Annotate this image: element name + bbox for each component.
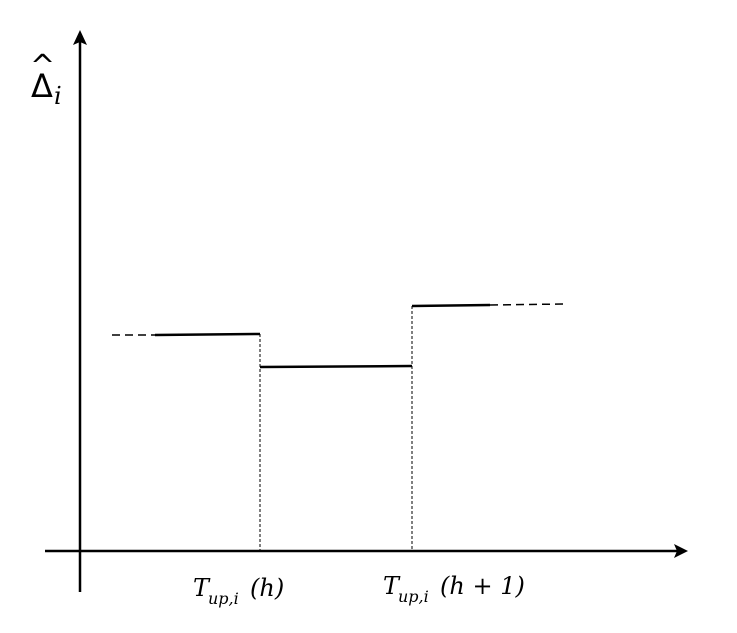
step-segment-2 <box>259 364 413 369</box>
right-dashed-extension <box>489 303 566 306</box>
x-tick-label-h-plus-1-subscript: up,i <box>398 587 429 606</box>
x-tick-label-h-plus-1: T up,i (h + 1) <box>383 572 525 606</box>
x-axis-arrowhead <box>674 544 688 558</box>
x-tick-label-h-subscript: up,i <box>208 589 239 608</box>
step-segment-3 <box>411 303 491 308</box>
x-tick-label-h-plus-1-base: T <box>383 572 401 600</box>
x-tick-label-h-plus-1-argument: (h + 1) <box>440 572 525 600</box>
x-tick-label-h-base: T <box>193 574 211 602</box>
y-axis-label-accent: ^ <box>30 49 55 84</box>
y-axis-label-symbol: Δ <box>31 67 53 105</box>
y-axis-label: ^ Δ i <box>30 49 62 110</box>
y-axis-arrowhead <box>73 30 87 45</box>
x-tick-label-h: T up,i (h) <box>193 574 284 608</box>
step-segment-1 <box>154 332 261 337</box>
y-axis-label-subscript: i <box>54 82 62 110</box>
x-tick-label-h-argument: (h) <box>250 574 284 602</box>
